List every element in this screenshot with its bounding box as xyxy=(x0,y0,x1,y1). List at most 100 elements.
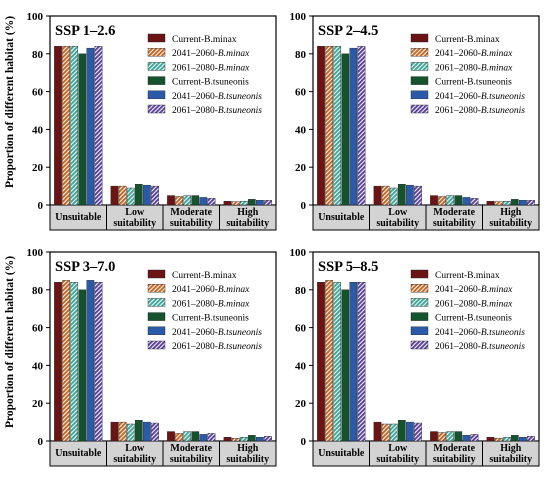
category-label: Low xyxy=(388,207,408,218)
legend-swatch xyxy=(410,340,429,350)
panel-title: SSP 5–8.5 xyxy=(318,259,378,275)
y-tick-label: 100 xyxy=(27,11,44,23)
bar-5-2 xyxy=(143,184,151,206)
bar-5-1 xyxy=(86,47,95,206)
bar-4-1 xyxy=(341,53,350,206)
y-tick-label: 60 xyxy=(32,87,44,99)
category-label: High xyxy=(237,207,259,218)
legend-label: 2061–2080-B.minax xyxy=(435,63,513,73)
bar-6-4 xyxy=(264,436,272,442)
y-tick-label: 20 xyxy=(295,398,307,410)
bar-5-2 xyxy=(143,421,151,442)
bar-2-4 xyxy=(494,437,503,442)
legend-label: Current-B.minax xyxy=(435,35,500,45)
legend-label: 2041–2060-B.tsuneonis xyxy=(435,92,525,102)
y-tick-label: 40 xyxy=(32,124,44,136)
legend-swatch xyxy=(147,312,166,321)
legend-label: Current-B.minax xyxy=(172,35,237,45)
legend-label: 2041–2060-B.tsuneonis xyxy=(435,328,525,338)
bar-6-3 xyxy=(207,198,216,206)
bar-1-4 xyxy=(223,201,232,206)
y-tick-label: 0 xyxy=(301,200,307,212)
y-tick-label: 80 xyxy=(32,49,44,61)
bar-5-3 xyxy=(462,197,471,206)
y-tick-label: 40 xyxy=(295,124,307,136)
y-tick-label: 0 xyxy=(38,200,44,212)
bar-1-2 xyxy=(373,185,382,206)
category-label: suitability xyxy=(433,454,476,465)
bar-6-3 xyxy=(207,433,216,442)
legend-label: 2041–2060-B.minax xyxy=(435,285,513,295)
y-axis-label-bottom: Proportion of different habitat (%) xyxy=(4,256,16,428)
y-tick-label: 20 xyxy=(32,398,44,410)
category-label: suitability xyxy=(170,218,213,229)
bar-5-1 xyxy=(349,47,358,206)
bar-2-3 xyxy=(175,196,183,206)
category-label: suitability xyxy=(376,454,419,465)
legend: Current-B.minax 2041–2060-B.minax 2061–208… xyxy=(147,33,262,116)
bar-4-1 xyxy=(78,289,87,442)
legend: Current-B.minax 2041–2060-B.minax 2061–208… xyxy=(410,269,525,352)
bar-5-1 xyxy=(349,282,358,442)
bar-4-1 xyxy=(341,289,350,442)
bar-2-4 xyxy=(494,201,503,206)
bar-3-2 xyxy=(126,187,135,206)
bar-2-2 xyxy=(118,185,127,206)
bar-1-1 xyxy=(317,46,325,206)
legend-label: Current-B.tsuneonis xyxy=(435,78,512,88)
bar-3-1 xyxy=(70,282,79,442)
bar-5-2 xyxy=(406,421,414,442)
bar-2-3 xyxy=(438,432,446,442)
bar-1-3 xyxy=(430,431,438,442)
bar-6-2 xyxy=(151,185,159,206)
legend-label: Current-B.minax xyxy=(172,271,237,281)
bar-6-3 xyxy=(470,434,479,442)
category-label: Moderate xyxy=(433,443,475,454)
bar-5-4 xyxy=(256,437,264,442)
category-label: Unsuitable xyxy=(318,212,365,223)
y-tick-label: 100 xyxy=(27,247,44,259)
y-tick-label: 80 xyxy=(295,285,307,297)
legend-swatch xyxy=(147,326,166,335)
bar-6-2 xyxy=(414,185,422,206)
bar-4-2 xyxy=(134,420,143,442)
y-axis-label-top: Proportion of different habitat (%) xyxy=(4,16,16,188)
bar-6-1 xyxy=(94,282,103,442)
bar-1-4 xyxy=(223,437,232,442)
legend-label: Current-B.minax xyxy=(435,271,500,281)
bar-3-1 xyxy=(70,46,79,206)
bar-6-1 xyxy=(357,46,366,206)
panel-title: SSP 3–7.0 xyxy=(55,259,115,275)
bar-5-3 xyxy=(462,435,471,442)
bar-2-1 xyxy=(62,46,70,206)
y-tick-label: 20 xyxy=(32,162,44,174)
bar-3-1 xyxy=(333,282,342,442)
bar-1-3 xyxy=(167,431,175,442)
bar-2-2 xyxy=(381,185,390,206)
bar-3-3 xyxy=(183,195,192,206)
bar-2-1 xyxy=(62,280,70,442)
category-label: Moderate xyxy=(433,207,475,218)
bar-3-1 xyxy=(333,46,342,206)
legend-swatch xyxy=(410,48,429,57)
bar-4-4 xyxy=(510,435,519,442)
bar-4-3 xyxy=(191,195,200,206)
legend: Current-B.minax 2041–2060-B.minax 2061–208… xyxy=(147,269,262,352)
bar-6-2 xyxy=(414,422,422,442)
category-label: suitability xyxy=(113,218,156,229)
bar-4-3 xyxy=(191,431,200,442)
legend-swatch xyxy=(147,269,166,279)
legend-swatch xyxy=(147,62,166,71)
category-label: Low xyxy=(125,207,145,218)
bar-2-2 xyxy=(118,421,127,442)
legend-swatch xyxy=(410,312,429,321)
category-label: High xyxy=(237,443,259,454)
category-label: Unsuitable xyxy=(55,212,102,223)
legend-label: 2061–2080-B.tsuneonis xyxy=(172,342,262,352)
category-label: suitability xyxy=(489,454,532,465)
bar-3-3 xyxy=(446,431,455,442)
category-label: Moderate xyxy=(170,207,212,218)
legend: Current-B.minax 2041–2060-B.minax 2061–208… xyxy=(410,33,525,116)
